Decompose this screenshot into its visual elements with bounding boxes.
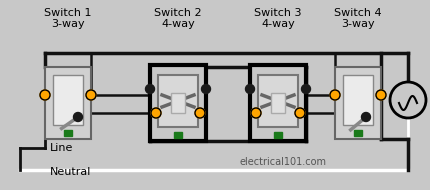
Circle shape [301, 85, 310, 93]
Bar [158, 75, 198, 127]
Text: 4-way: 4-way [161, 19, 195, 29]
Circle shape [251, 108, 261, 118]
Bar [250, 65, 306, 141]
Bar [53, 75, 83, 125]
Circle shape [330, 90, 340, 100]
Bar [174, 132, 182, 138]
Circle shape [195, 108, 205, 118]
Circle shape [74, 112, 83, 121]
Text: Switch 1: Switch 1 [44, 8, 92, 18]
Bar [45, 67, 91, 139]
Bar [343, 75, 373, 125]
Circle shape [202, 85, 211, 93]
Bar [150, 65, 206, 141]
Text: Switch 4: Switch 4 [334, 8, 382, 18]
Text: 3-way: 3-way [341, 19, 375, 29]
Text: Line: Line [50, 143, 74, 153]
Circle shape [390, 82, 426, 118]
Circle shape [376, 90, 386, 100]
Bar [271, 93, 285, 113]
Circle shape [151, 108, 161, 118]
Bar [335, 67, 381, 139]
Text: Switch 3: Switch 3 [254, 8, 302, 18]
Bar [274, 132, 282, 138]
Text: electrical101.com: electrical101.com [240, 157, 327, 167]
Text: Neutral: Neutral [50, 167, 91, 177]
Bar [258, 75, 298, 127]
Bar [64, 130, 72, 136]
Circle shape [86, 90, 96, 100]
Bar [171, 93, 185, 113]
Text: 3-way: 3-way [51, 19, 85, 29]
Text: Switch 2: Switch 2 [154, 8, 202, 18]
Circle shape [145, 85, 154, 93]
Text: 4-way: 4-way [261, 19, 295, 29]
Bar [354, 130, 362, 136]
Circle shape [246, 85, 255, 93]
Circle shape [362, 112, 371, 121]
Circle shape [295, 108, 305, 118]
Circle shape [40, 90, 50, 100]
